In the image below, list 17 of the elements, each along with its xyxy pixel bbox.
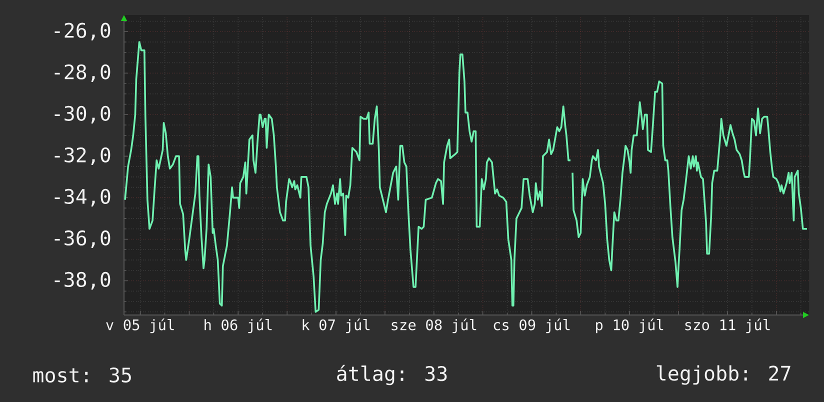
x-tick-label: h 06 júl [204, 318, 272, 334]
y-tick-label: -26,0 [54, 22, 110, 40]
x-tick-label: cs 09 júl [494, 318, 570, 334]
y-tick-label: -38,0 [54, 272, 110, 290]
x-tick-label: k 07 júl [302, 318, 370, 334]
y-tick-label: -28,0 [54, 64, 110, 82]
y-tick-label: -30,0 [54, 106, 110, 124]
x-tick-label: szo 11 júl [685, 318, 770, 334]
text: átlag: 33 [337, 364, 447, 386]
x-tick-label: p 10 júl [596, 318, 664, 334]
x-tick-label: sze 08 júl [392, 318, 476, 334]
x-tick-label: v 05 júl [106, 318, 174, 334]
y-tick-label: -34,0 [54, 188, 110, 207]
y-tick-label: -36,0 [54, 230, 110, 248]
text: most: 35 [33, 367, 131, 383]
y-tick-label: -32,0 [54, 147, 110, 166]
text: legjobb: 27 [656, 365, 790, 385]
